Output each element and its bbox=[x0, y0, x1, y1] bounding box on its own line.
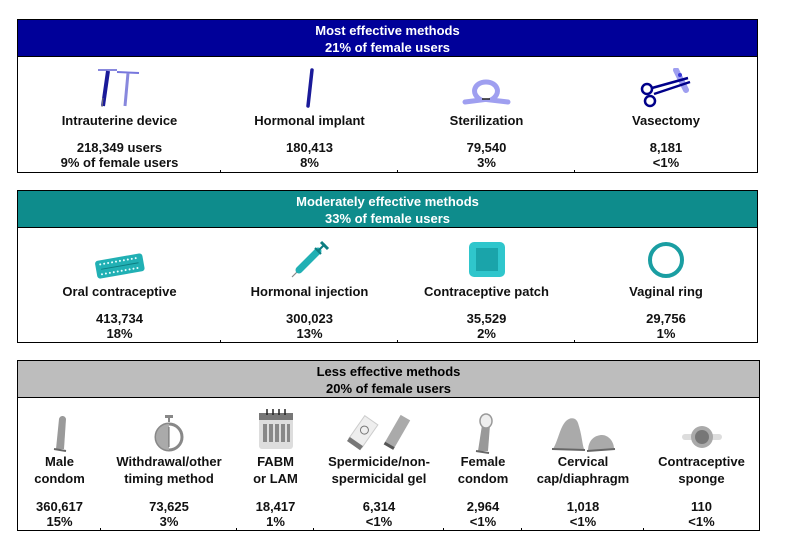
method-cell-iud: Intrauterine device 218,349 users 9% of … bbox=[18, 56, 221, 173]
method-share: 8% bbox=[300, 155, 319, 170]
method-label-line2: timing method bbox=[124, 471, 214, 486]
method-label-line2: condom bbox=[457, 471, 509, 486]
panel-title: Moderately effective methods bbox=[296, 194, 479, 209]
method-users: 218,349 users bbox=[76, 140, 163, 155]
method-share: <1% bbox=[569, 514, 597, 529]
method-users: 110 bbox=[691, 499, 712, 514]
panel-title: Less effective methods bbox=[316, 364, 461, 379]
most-effective-header: Most effective methods 21% of female use… bbox=[18, 20, 757, 57]
method-label-line2: or LAM bbox=[253, 471, 298, 486]
panel-subtitle: 20% of female users bbox=[325, 381, 451, 396]
method-users: 29,756 bbox=[646, 311, 686, 326]
method-share: 13% bbox=[296, 326, 323, 341]
panel-title: Most effective methods bbox=[315, 23, 460, 38]
scissors-icon bbox=[640, 68, 691, 108]
method-cell-fabm: FABM or LAM 18,417 1% bbox=[237, 397, 314, 531]
implant-icon bbox=[305, 68, 314, 108]
panel-subtitle: 33% of female users bbox=[324, 211, 450, 226]
method-users: 6,314 bbox=[362, 499, 396, 514]
method-label: Sterilization bbox=[449, 113, 524, 128]
method-label: Vaginal ring bbox=[629, 284, 703, 299]
less-effective-header: Less effective methods 20% of female use… bbox=[18, 361, 759, 398]
method-users: 73,625 bbox=[149, 499, 189, 514]
method-label-line1: Male bbox=[45, 454, 74, 469]
method-cell-sponge: Contraceptive sponge 110 <1% bbox=[644, 397, 759, 530]
method-users: 413,734 bbox=[96, 311, 143, 326]
method-label: Intrauterine device bbox=[61, 113, 178, 128]
calendar-icon bbox=[258, 409, 293, 449]
method-users: 2,964 bbox=[466, 499, 500, 514]
method-label-line2: cap/diaphragm bbox=[536, 471, 630, 486]
method-users: 35,529 bbox=[466, 311, 507, 326]
method-share: 15% bbox=[46, 514, 73, 529]
method-label-line1: Spermicide/non- bbox=[328, 454, 430, 469]
method-cell-withdrawal: Withdrawal/other timing method 73,625 3% bbox=[101, 397, 237, 531]
moderately-effective-panel: Moderately effective methods 33% of fema… bbox=[17, 190, 758, 343]
method-cell-female-condom: Female condom 2,964 <1% bbox=[444, 397, 522, 531]
method-users: 1,018 bbox=[566, 499, 600, 514]
method-share: <1% bbox=[365, 514, 393, 529]
method-cell-oral-contraceptive: Oral contraceptive 413,734 18% bbox=[18, 227, 221, 343]
method-label-line1: Contraceptive bbox=[658, 454, 745, 469]
panel-subtitle: 21% of female users bbox=[324, 40, 450, 55]
method-cell-cervical-cap: Cervical cap/diaphragm 1,018 <1% bbox=[522, 397, 644, 531]
method-cell-male-condom: Male condom 360,617 15% bbox=[18, 397, 101, 531]
method-cell-vasectomy: Vasectomy 8,181 <1% bbox=[575, 56, 757, 172]
sponge-icon bbox=[681, 426, 722, 448]
gel-tubes-icon bbox=[346, 414, 411, 451]
method-share: 18% bbox=[106, 326, 133, 341]
method-share: 3% bbox=[159, 514, 179, 529]
female-condom-icon bbox=[475, 413, 493, 454]
method-label-line1: FABM bbox=[257, 454, 294, 469]
method-label-line1: Cervical bbox=[557, 454, 609, 469]
method-label-line2: condom bbox=[34, 471, 85, 486]
method-label-line1: Female bbox=[460, 454, 506, 469]
method-share: <1% bbox=[688, 514, 715, 529]
iud-icon bbox=[97, 69, 139, 108]
method-label: Hormonal implant bbox=[254, 113, 365, 128]
method-label: Vasectomy bbox=[632, 113, 700, 128]
method-users: 18,417 bbox=[255, 499, 296, 514]
method-label-line2: spermicidal gel bbox=[331, 471, 427, 486]
method-cell-contraceptive-patch: Contraceptive patch 35,529 2% bbox=[398, 227, 575, 343]
method-cell-sterilization: Sterilization 79,540 3% bbox=[398, 56, 575, 173]
method-label: Contraceptive patch bbox=[424, 284, 549, 299]
stopwatch-icon bbox=[154, 415, 184, 452]
pill-pack-icon bbox=[94, 253, 145, 279]
sterilization-icon bbox=[462, 79, 510, 105]
method-share: 3% bbox=[477, 155, 496, 170]
method-share: 9% of female users bbox=[60, 155, 179, 170]
method-users: 79,540 bbox=[466, 140, 507, 155]
method-users: 8,181 bbox=[649, 140, 683, 155]
most-effective-panel: Most effective methods 21% of female use… bbox=[17, 19, 758, 173]
method-share: <1% bbox=[652, 155, 680, 170]
method-users: 180,413 bbox=[286, 140, 333, 155]
cervical-cap-icon bbox=[551, 418, 616, 452]
ring-icon bbox=[648, 242, 684, 278]
method-label-line1: Withdrawal/other bbox=[116, 454, 222, 469]
method-share: 1% bbox=[656, 326, 676, 341]
method-label: Oral contraceptive bbox=[62, 284, 177, 299]
less-effective-panel: Less effective methods 20% of female use… bbox=[17, 360, 760, 531]
method-share: 2% bbox=[477, 326, 496, 341]
male-condom-icon bbox=[53, 416, 66, 452]
syringe-icon bbox=[291, 240, 329, 278]
method-label: Hormonal injection bbox=[250, 284, 369, 299]
method-share: <1% bbox=[469, 514, 497, 529]
method-share: 1% bbox=[266, 514, 285, 529]
moderately-effective-header: Moderately effective methods 33% of fema… bbox=[18, 191, 757, 228]
method-label-line2: sponge bbox=[678, 471, 725, 486]
method-users: 300,023 bbox=[286, 311, 333, 326]
method-users: 360,617 bbox=[36, 499, 83, 514]
patch-icon bbox=[468, 242, 505, 277]
method-cell-vaginal-ring: Vaginal ring 29,756 1% bbox=[575, 227, 757, 342]
method-cell-implant: Hormonal implant 180,413 8% bbox=[221, 56, 398, 173]
method-cell-hormonal-injection: Hormonal injection 300,023 13% bbox=[221, 227, 398, 343]
method-cell-spermicide: Spermicide/non- spermicidal gel 6,314 <1… bbox=[314, 397, 444, 531]
